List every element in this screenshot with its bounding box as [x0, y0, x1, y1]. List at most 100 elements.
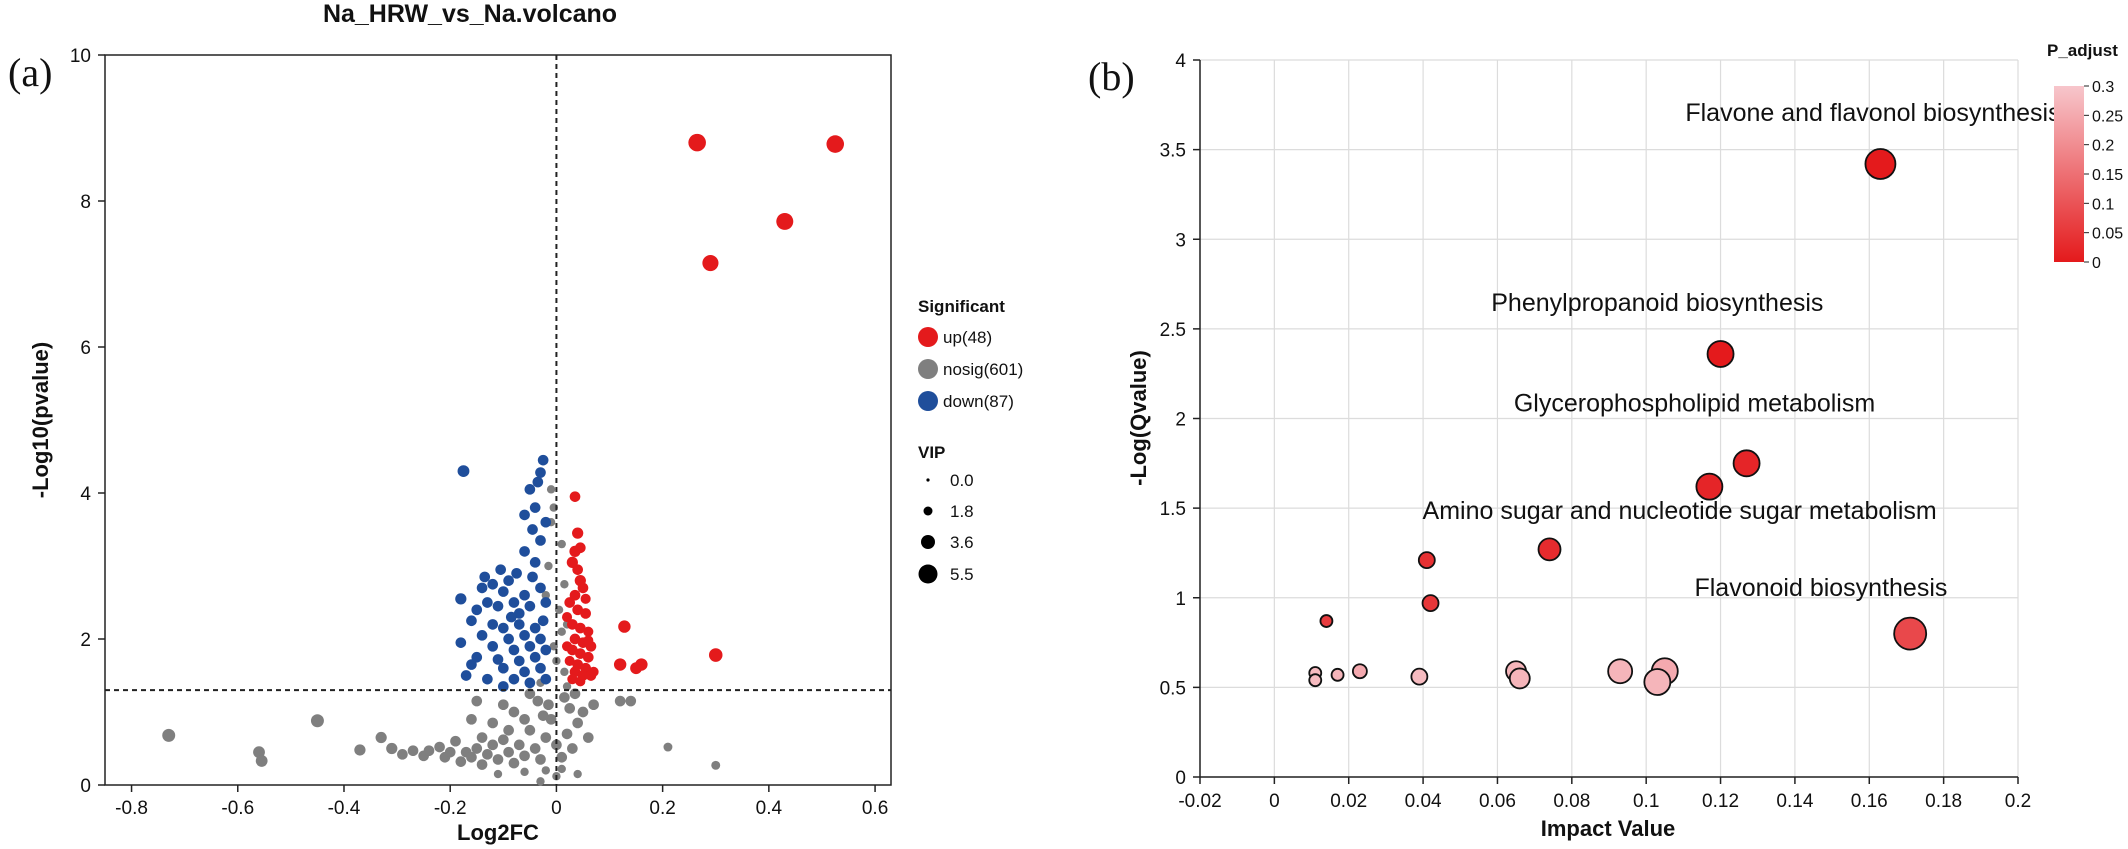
volcano-legend: Significant up(48) nosig(601) down(87) V… — [918, 297, 1023, 584]
pathway-y-tick-label: 3.5 — [1160, 141, 1186, 162]
volcano-point-down — [519, 509, 530, 521]
volcano-point-nosig — [561, 728, 573, 740]
volcano-point-nosig — [444, 746, 456, 758]
volcano-point-up — [569, 633, 581, 645]
volcano-x-tick-label: -0.6 — [221, 798, 254, 819]
volcano-point-down — [497, 586, 509, 597]
panel-a-label: (a) — [8, 50, 52, 95]
pathway-x-axis-title: Impact Value — [1541, 816, 1676, 841]
volcano-point-nosig — [560, 580, 569, 589]
volcano-point-nosig — [487, 717, 499, 729]
legend-significant-title: Significant — [918, 297, 1005, 316]
volcano-y-tick-label: 4 — [80, 484, 91, 505]
colorbar-tick-label: 0.1 — [2092, 196, 2114, 213]
volcano-point-nosig — [537, 710, 549, 721]
volcano-point-up — [567, 619, 578, 630]
volcano-point-down — [455, 637, 467, 648]
volcano-point-nosig — [162, 728, 176, 742]
volcano-point-up — [583, 626, 594, 637]
volcano-point-up — [580, 608, 591, 619]
volcano-point-nosig — [492, 754, 504, 765]
colorbar-title: P_adjust — [2047, 41, 2118, 60]
volcano-point-down — [529, 622, 541, 634]
p-adjust-colorbar: P_adjust 0.3 0.25 0.2 0.15 0.1 0.05 0 — [2047, 41, 2123, 272]
volcano-point-down — [479, 571, 491, 583]
pathway-bubble — [1421, 594, 1440, 613]
volcano-point-down — [532, 476, 544, 488]
volcano-point-up — [580, 593, 591, 604]
legend-vip-0-label: 0.0 — [950, 471, 974, 490]
volcano-point-up — [630, 662, 642, 675]
volcano-y-tick-label: 2 — [80, 630, 91, 651]
volcano-point-up — [588, 666, 599, 677]
volcano-x-tick-label: 0.2 — [649, 798, 675, 819]
volcano-point-nosig — [354, 744, 366, 756]
volcano-point-down — [524, 600, 536, 612]
volcano-point-up — [569, 491, 581, 502]
volcano-point-nosig — [614, 695, 626, 707]
volcano-point-down — [519, 546, 530, 557]
volcano-point-up — [688, 133, 706, 152]
volcano-point-down — [487, 640, 499, 652]
pathway-x-tick-label: 0.12 — [1702, 791, 1739, 812]
volcano-point-up — [572, 604, 583, 616]
volcano-panel: (a) Na_HRW_vs_Na.volcano -0.8 -0.6 -0.4 -0.… — [8, 0, 1023, 845]
volcano-point-nosig — [564, 703, 576, 714]
volcano-points — [162, 133, 845, 786]
volcano-point-nosig — [423, 745, 435, 757]
volcano-point-up — [561, 612, 573, 623]
volcano-point-nosig — [543, 699, 554, 711]
volcano-point-up — [572, 564, 583, 575]
volcano-point-up — [582, 651, 594, 663]
volcano-point-up — [564, 655, 575, 666]
legend-vip-2-marker — [921, 535, 935, 549]
volcano-point-down — [513, 619, 525, 630]
volcano-point-nosig — [577, 706, 589, 718]
volcano-point-nosig — [508, 757, 520, 769]
volcano-x-tick-label: -0.8 — [115, 798, 148, 819]
volcano-point-up — [574, 542, 586, 554]
volcano-point-nosig — [557, 539, 566, 549]
legend-up-marker — [918, 327, 938, 347]
legend-down-label: down(87) — [943, 392, 1014, 411]
volcano-point-down — [511, 567, 522, 579]
volcano-point-down — [457, 465, 470, 478]
volcano-point-down — [466, 659, 477, 670]
volcano-point-nosig — [434, 741, 445, 753]
volcano-point-nosig — [625, 695, 637, 707]
pathway-annotations: Flavone and flavonol biosynthesis Phenylp… — [1423, 99, 2061, 602]
volcano-point-down — [513, 655, 525, 667]
volcano-point-down — [471, 651, 483, 663]
pathway-x-tick-label: -0.02 — [1178, 791, 1221, 812]
volcano-point-nosig — [508, 706, 520, 718]
volcano-point-nosig — [493, 769, 503, 779]
volcano-point-nosig — [255, 755, 268, 767]
volcano-point-up — [613, 658, 627, 671]
pathway-bubble — [1308, 673, 1323, 688]
pathway-x-tick-label: 0.04 — [1405, 791, 1442, 812]
legend-vip-title: VIP — [918, 443, 945, 462]
colorbar-tick-label: 0.15 — [2092, 167, 2123, 184]
pathway-bubble — [1537, 537, 1562, 562]
volcano-point-down — [492, 654, 504, 665]
volcano-point-nosig — [582, 732, 594, 743]
volcano-point-nosig — [471, 743, 483, 754]
volcano-point-down — [471, 604, 483, 616]
volcano-point-nosig — [562, 682, 572, 691]
volcano-point-down — [482, 597, 493, 608]
pathway-x-tick-label: 0.14 — [1776, 791, 1813, 812]
volcano-point-nosig — [513, 739, 525, 751]
volcano-point-up — [561, 641, 573, 652]
pathway-y-tick-label: 4 — [1175, 51, 1186, 72]
volcano-point-up — [575, 676, 586, 687]
volcano-y-tick-label: 6 — [80, 338, 91, 359]
volcano-point-down — [529, 651, 541, 663]
pathway-annotation-label: Amino sugar and nucleotide sugar metabol… — [1423, 497, 1937, 525]
volcano-y-tick-label: 0 — [80, 776, 91, 797]
volcano-point-down — [519, 630, 530, 641]
volcano-point-up — [583, 635, 594, 646]
volcano-point-nosig — [386, 742, 398, 755]
pathway-y-tick-label: 2 — [1175, 410, 1186, 431]
volcano-point-nosig — [544, 561, 553, 571]
volcano-point-down — [527, 571, 538, 583]
